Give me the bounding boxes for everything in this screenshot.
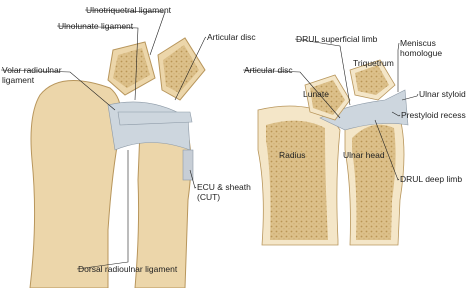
cancellous — [355, 65, 389, 95]
leader-line — [391, 111, 401, 117]
leader-line — [242, 69, 341, 119]
label: Articular disc — [207, 32, 256, 42]
label: ligament — [2, 75, 35, 85]
radius-bone — [29, 79, 122, 288]
cancellous — [163, 45, 199, 93]
leader-line — [84, 9, 166, 56]
labels: Ulnotriquetral ligament Ulnolunate ligame… — [0, 5, 466, 274]
cancellous — [310, 80, 345, 115]
left-illustration — [29, 37, 206, 288]
ecu-sheath — [182, 149, 194, 181]
right-illustration — [257, 59, 409, 246]
label: Lunate — [303, 89, 329, 99]
cancellous — [113, 48, 150, 88]
label: (CUT) — [197, 192, 220, 202]
label: Articular disc — [244, 65, 293, 75]
leader-line — [294, 38, 351, 106]
leader-line — [401, 93, 419, 101]
leader-line — [76, 150, 129, 270]
leader-line — [397, 42, 400, 92]
label: Ulnotriquetral ligament — [86, 5, 172, 15]
label: Ulnar styloid — [419, 89, 466, 99]
label: Meniscus — [400, 38, 436, 48]
label: Prestyloid recess — [401, 110, 466, 120]
label: Ulnar head — [343, 150, 385, 160]
ligament — [117, 111, 193, 126]
leader-line — [56, 25, 139, 101]
label: Ulnolunate ligament — [58, 21, 134, 31]
label: DRUL superficial limb — [296, 34, 378, 44]
label: homologue — [400, 48, 442, 58]
leader-line — [189, 169, 197, 189]
leader-line — [374, 119, 400, 181]
cancellous — [266, 120, 328, 240]
label: Dorsal radioulnar ligament — [78, 264, 178, 274]
label: Radius — [279, 150, 305, 160]
leader-line — [174, 36, 207, 101]
leader-line — [0, 69, 116, 111]
ligament — [107, 101, 191, 151]
label: Volar radioulnar — [2, 65, 62, 75]
label: DRUL deep limb — [400, 174, 462, 184]
cancellous — [352, 124, 396, 240]
label: Triquetrum — [353, 58, 394, 68]
label: ECU & sheath — [197, 182, 251, 192]
